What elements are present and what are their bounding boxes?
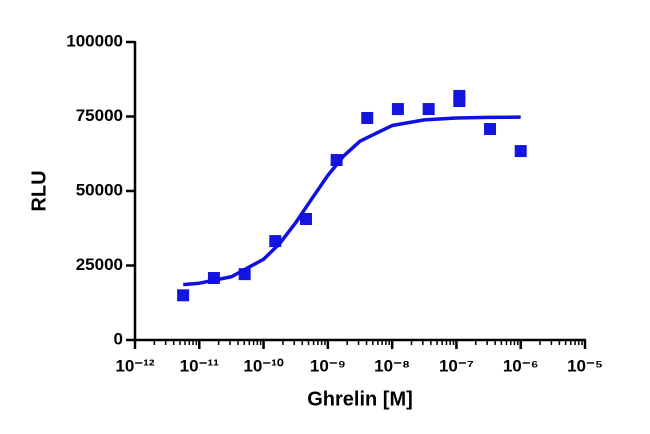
x-tick-label: 10⁻¹¹ xyxy=(180,356,220,375)
x-tick-label: 10⁻¹⁰ xyxy=(243,356,284,375)
y-tick-label: 25000 xyxy=(76,255,123,274)
data-point xyxy=(361,111,374,124)
x-tick-label: 10⁻⁵ xyxy=(567,356,603,375)
x-tick-label: 10⁻⁶ xyxy=(503,356,539,375)
x-tick-label: 10⁻¹² xyxy=(115,356,155,375)
x-tick-label: 10⁻⁹ xyxy=(310,356,346,375)
x-tick-label: 10⁻⁸ xyxy=(374,356,410,375)
y-tick-label: 100000 xyxy=(66,31,123,50)
y-axis-label: RLU xyxy=(28,170,50,211)
data-point xyxy=(177,289,190,302)
data-point xyxy=(484,123,497,136)
y-tick-label: 75000 xyxy=(76,106,123,125)
y-tick-label: 50000 xyxy=(76,180,123,199)
x-axis-label: Ghrelin [M] xyxy=(307,388,413,410)
data-point xyxy=(299,213,312,226)
y-tick-label: 0 xyxy=(114,329,123,348)
x-tick-label: 10⁻⁷ xyxy=(439,356,474,375)
data-point xyxy=(391,103,404,116)
fit-curve xyxy=(183,115,521,287)
data-point xyxy=(514,145,527,158)
data-point xyxy=(422,103,435,116)
data-point xyxy=(453,95,466,108)
